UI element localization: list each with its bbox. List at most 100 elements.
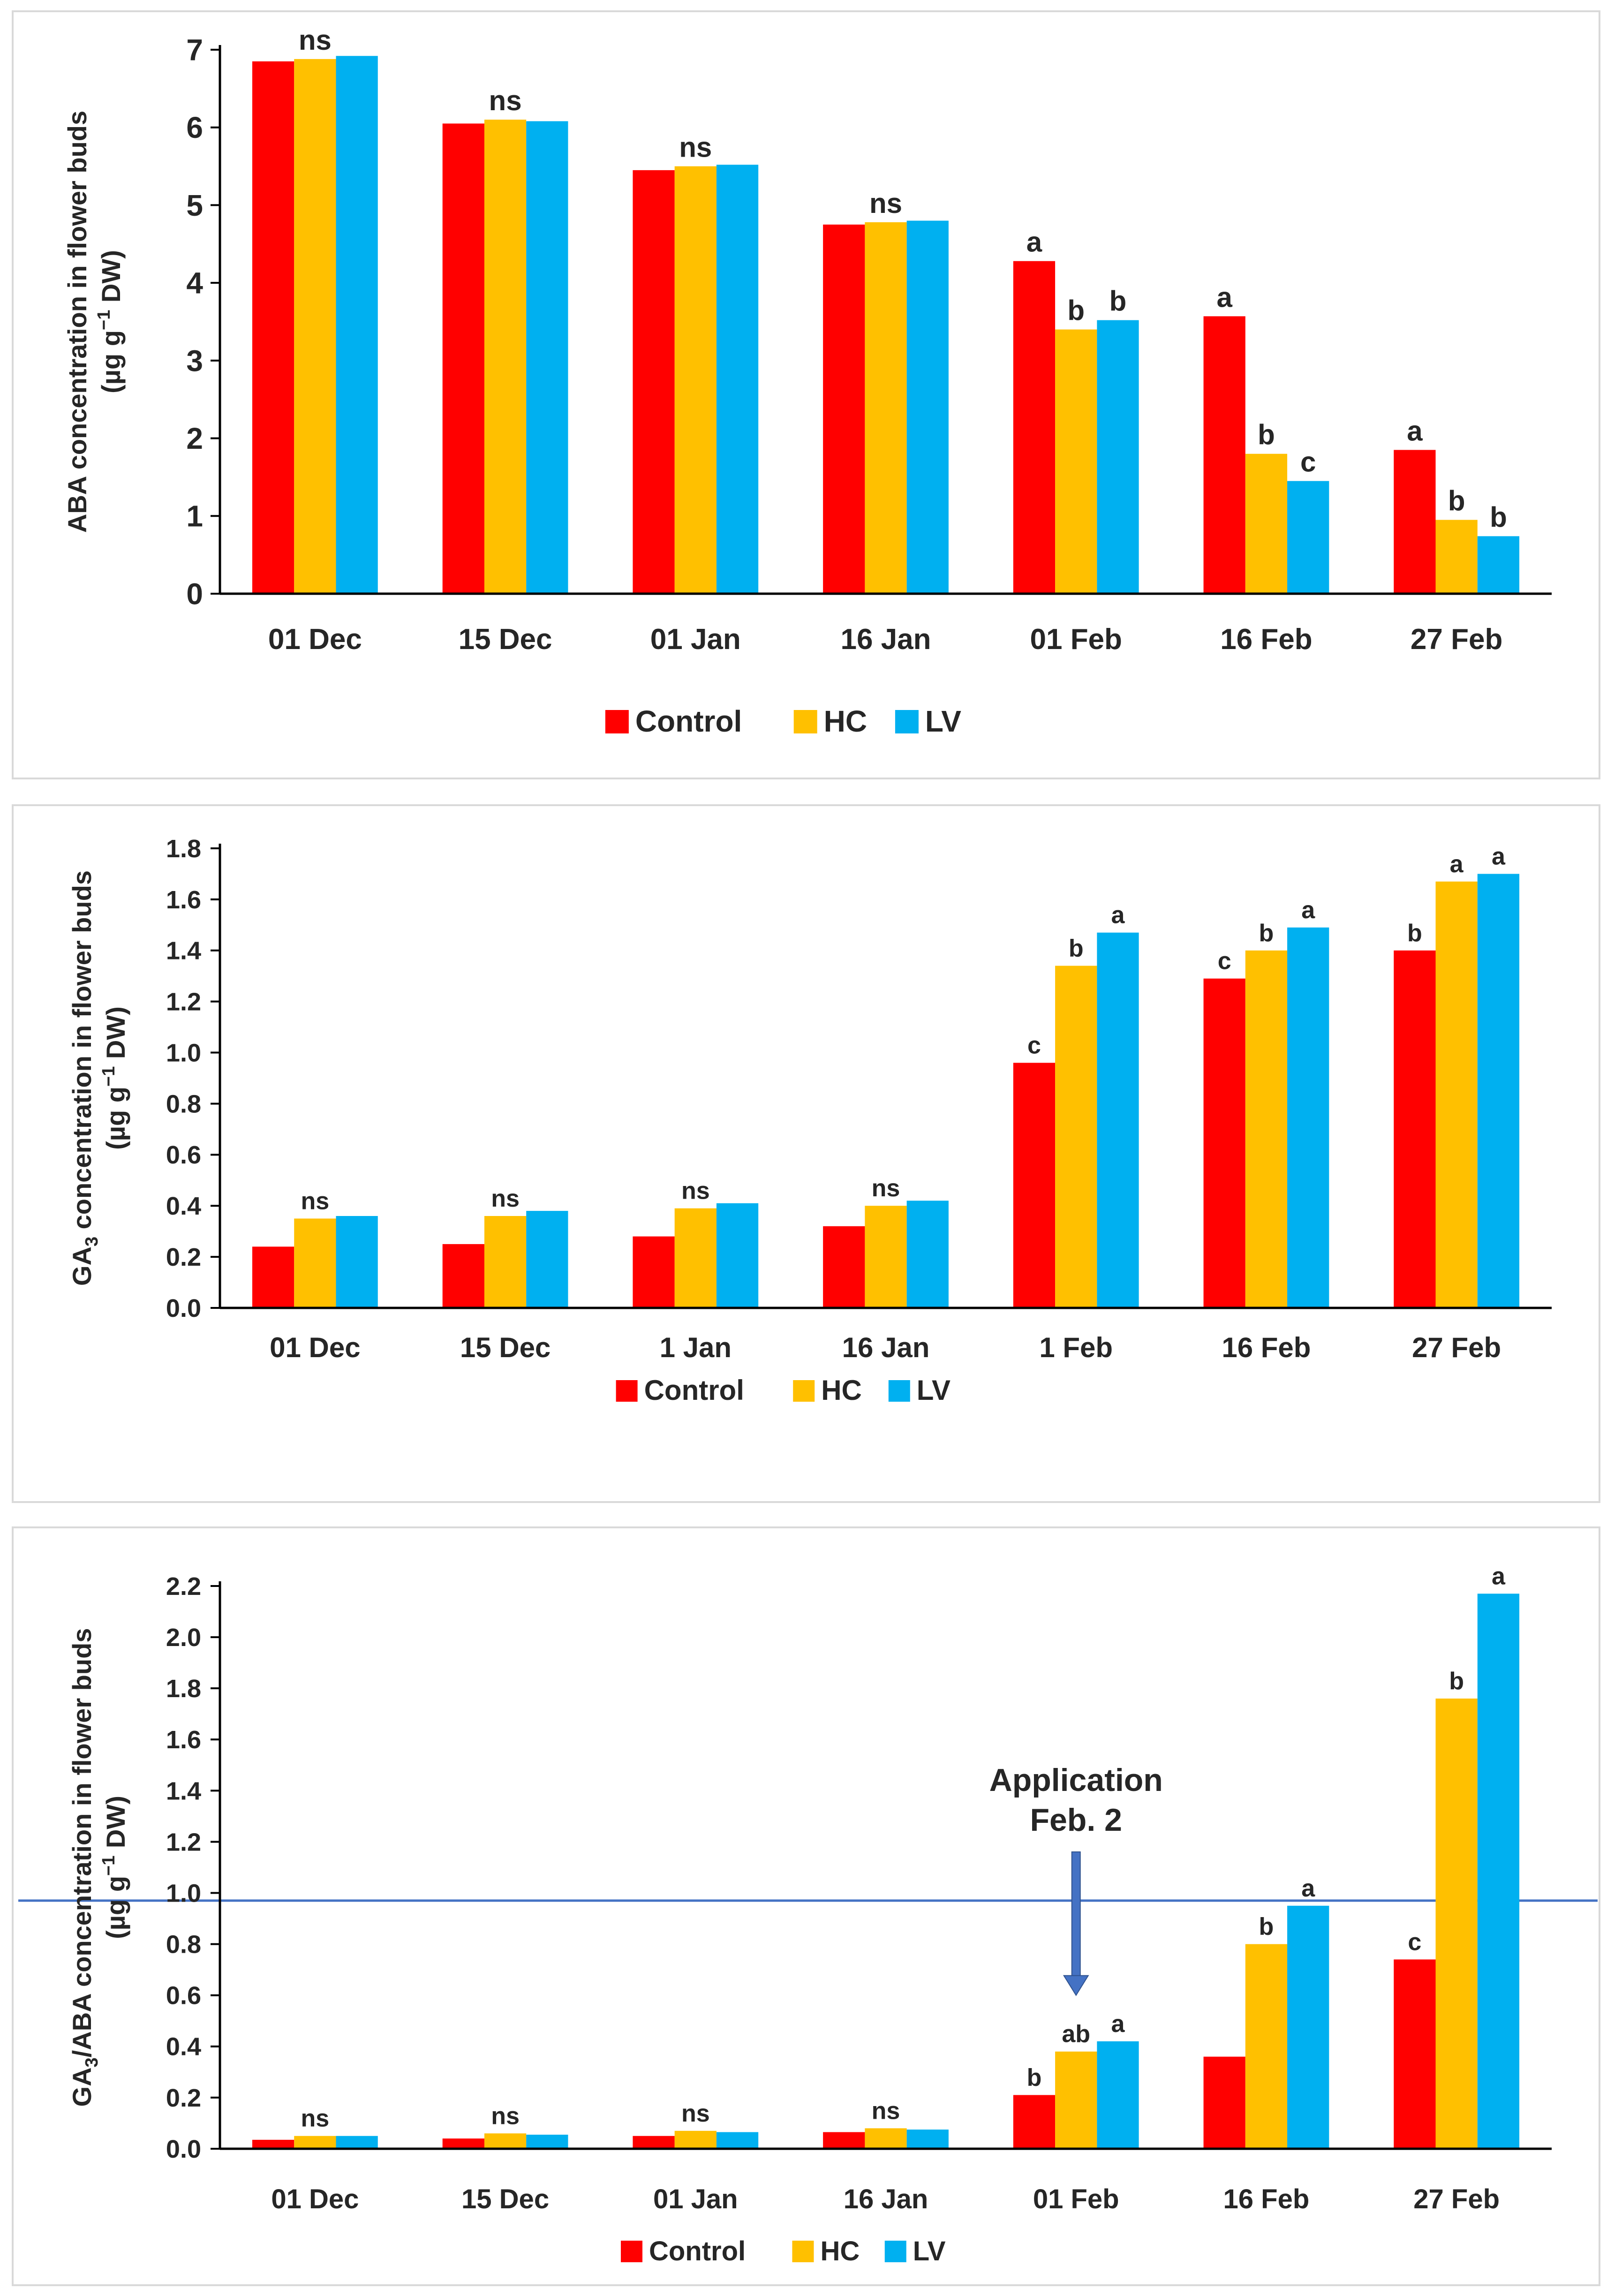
- legend-label-hc: HC: [820, 2236, 860, 2266]
- bar-control-3: [633, 170, 675, 594]
- bar-control-6: [1203, 978, 1245, 1308]
- significance-label: a: [1492, 843, 1506, 870]
- ga3-chart-panel: 0.0 0.2 0.4 0.6 0.8 1.0 1.2 1.4 1.6 1.8 01 Dec 15 D…: [12, 804, 1600, 1503]
- significance-label: b: [1067, 295, 1085, 326]
- significance-label: b: [1448, 485, 1465, 517]
- bar-hc-5: [1055, 966, 1097, 1308]
- bar-control-4: [823, 1226, 865, 1308]
- x-tick-label: 1 Feb: [1039, 1332, 1113, 1363]
- legend-label-lv: LV: [913, 2236, 946, 2266]
- y-axis-title: GA3/ABA concentration in flower buds (µg …: [67, 1628, 130, 2107]
- significance-label: ns: [872, 2097, 900, 2124]
- y-tick-label: 2: [186, 422, 203, 455]
- legend-swatch-lv: [888, 1380, 910, 1402]
- bar-control-2: [442, 1244, 484, 1308]
- aba-chart: 0 1 2 3 4 5 6 7 01 Dec 15 Dec 01 Jan 16 Jan 01 Feb 16…: [62, 24, 1552, 738]
- significance-label: b: [1449, 1668, 1464, 1695]
- significance-label: ns: [681, 1178, 710, 1205]
- significance-label: a: [1407, 415, 1423, 446]
- bar-lv-2: [526, 1211, 568, 1308]
- bar-control-5: [1013, 2095, 1056, 2149]
- bar-hc-5: [1055, 329, 1097, 594]
- bar-lv-4: [906, 1201, 949, 1308]
- y-tick-label: 1.0: [166, 1879, 201, 1907]
- x-tick-label: 01 Dec: [268, 623, 362, 656]
- y-tick-label: 4: [186, 266, 203, 300]
- y-tick-label: 0.2: [166, 2084, 201, 2112]
- ga3-chart: 0.0 0.2 0.4 0.6 0.8 1.0 1.2 1.4 1.6 1.8 01 Dec 15 D…: [67, 835, 1552, 1406]
- x-tick-label: 16 Feb: [1222, 1332, 1311, 1363]
- x-tick-label: 27 Feb: [1412, 1332, 1501, 1363]
- y-tick-label: 1.4: [166, 937, 201, 965]
- x-tick-label: 15 Dec: [461, 2184, 549, 2214]
- legend-label-control: Control: [644, 1375, 744, 1406]
- y-tick-label: 0.0: [166, 2135, 201, 2163]
- significance-label: ns: [301, 2105, 330, 2132]
- bar-lv-1: [336, 1216, 378, 1308]
- significance-label: c: [1027, 1032, 1041, 1059]
- y-tick-label: 7: [186, 33, 203, 67]
- significance-label: ns: [872, 1175, 900, 1202]
- bar-lv-2: [526, 2135, 568, 2149]
- significance-label: ns: [301, 1187, 330, 1215]
- significance-label: a: [1492, 1563, 1506, 1590]
- x-tick-label: 01 Dec: [270, 1332, 360, 1363]
- legend-label-control: Control: [649, 2236, 746, 2266]
- bar-lv-3: [716, 2132, 759, 2149]
- bar-hc-2: [484, 120, 527, 594]
- bar-control-4: [823, 2132, 865, 2149]
- bar-hc-4: [865, 2128, 907, 2149]
- x-tick-label: 01 Feb: [1033, 2184, 1119, 2214]
- legend-label-control: Control: [635, 704, 742, 738]
- y-tick-label: 0.8: [166, 1931, 201, 1959]
- y-tick-label: 0.4: [166, 2033, 201, 2061]
- significance-label: b: [1027, 2064, 1042, 2091]
- bar-lv-2: [526, 121, 568, 594]
- significance-label: b: [1259, 1913, 1274, 1941]
- bar-hc-2: [484, 2133, 527, 2149]
- x-tick-label: 01 Jan: [653, 2184, 738, 2214]
- x-tick-label: 01 Dec: [271, 2184, 359, 2214]
- bar-hc-7: [1435, 881, 1478, 1308]
- bar-control-4: [823, 224, 865, 594]
- x-tick-label: 16 Jan: [844, 2184, 928, 2214]
- x-tick-label: 27 Feb: [1411, 623, 1502, 656]
- bar-hc-4: [865, 222, 907, 594]
- y-tick-label: 1.8: [166, 1675, 201, 1703]
- bar-control-1: [252, 1246, 294, 1308]
- y-tick-label: 1.0: [166, 1039, 201, 1067]
- significance-label: ns: [681, 2100, 710, 2127]
- callout-arrow-head: [1063, 1975, 1089, 1996]
- significance-label: ns: [489, 85, 522, 116]
- significance-label: ab: [1062, 2021, 1090, 2048]
- aba-chart-panel: 0 1 2 3 4 5 6 7 01 Dec 15 Dec 01 Jan 16 Jan 01 Feb 16…: [12, 10, 1600, 779]
- y-tick-label: 2.2: [166, 1572, 201, 1601]
- y-tick-label: 1.2: [166, 988, 201, 1016]
- y-tick-label: 1.8: [166, 835, 201, 863]
- legend-swatch-control: [620, 2241, 642, 2262]
- bar-lv-4: [906, 2130, 949, 2149]
- bar-hc-2: [484, 1216, 527, 1308]
- bar-hc-3: [674, 2130, 717, 2149]
- y-tick-label: 0.6: [166, 1141, 201, 1169]
- legend-swatch-lv: [895, 710, 919, 733]
- callout-line-1: Application: [989, 1762, 1163, 1798]
- significance-label: ns: [679, 132, 712, 163]
- y-tick-label: 0.2: [166, 1243, 201, 1271]
- bar-hc-6: [1245, 950, 1288, 1308]
- x-tick-label: 16 Jan: [840, 623, 931, 656]
- y-tick-label: 0.6: [166, 1982, 201, 2010]
- bar-hc-3: [674, 166, 717, 594]
- legend-swatch-control: [616, 1380, 638, 1402]
- bar-control-6: [1203, 316, 1245, 594]
- significance-label: a: [1301, 1875, 1315, 1902]
- x-tick-label: 1 Jan: [660, 1332, 732, 1363]
- callout-line-2: Feb. 2: [1030, 1802, 1122, 1838]
- bar-control-7: [1394, 1959, 1436, 2149]
- y-tick-label: 1.4: [166, 1777, 201, 1805]
- significance-label: a: [1111, 2010, 1125, 2038]
- legend-label-hc: HC: [824, 704, 867, 738]
- bar-control-6: [1203, 2056, 1245, 2149]
- bar-hc-1: [294, 2136, 336, 2149]
- ga3-aba-ratio-chart: 0.0 0.2 0.4 0.6 0.8 1.0 1.2 1.4 1.6 1.8 2.0 2.2 01 D…: [18, 1563, 1598, 2266]
